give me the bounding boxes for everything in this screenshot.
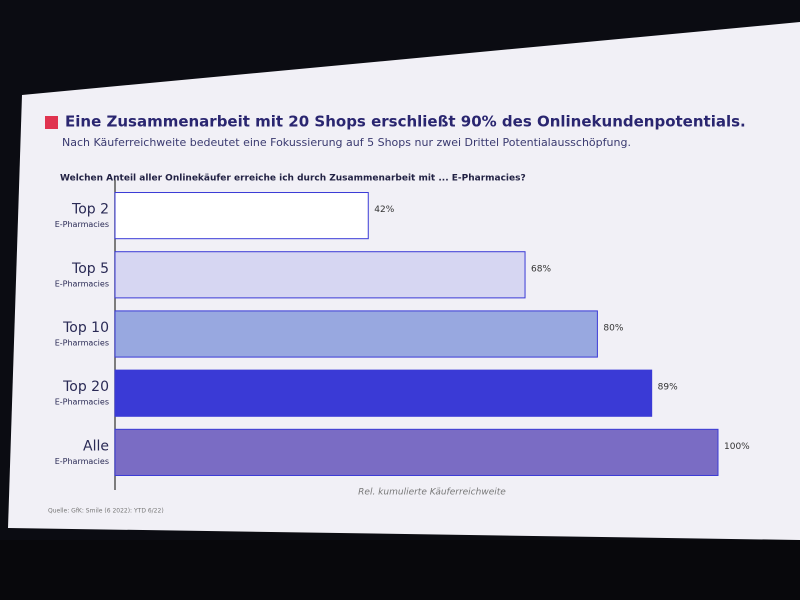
bar xyxy=(114,251,526,299)
bar xyxy=(114,310,598,358)
stage-floor xyxy=(0,540,800,600)
category-sublabel: E-Pharmacies xyxy=(55,398,109,407)
chart-title: Eine Zusammenarbeit mit 20 Shops erschli… xyxy=(65,113,746,131)
question: Welchen Anteil aller Onlinekäufer erreic… xyxy=(60,174,526,184)
category-sublabel: E-Pharmacies xyxy=(55,339,109,348)
title-marker xyxy=(45,116,58,129)
category-label: Top 10 xyxy=(62,320,109,336)
category-label: Top 5 xyxy=(71,261,109,277)
category-label: Top 20 xyxy=(62,379,109,395)
value-label: 68% xyxy=(531,264,551,274)
category-sublabel: E-Pharmacies xyxy=(55,457,109,466)
value-label: 80% xyxy=(603,324,623,334)
category-sublabel: E-Pharmacies xyxy=(55,279,109,288)
chart-subtitle: Nach Käuferreichweite bedeutet eine Foku… xyxy=(62,136,631,149)
bar xyxy=(114,428,719,476)
value-label: 100% xyxy=(724,442,750,452)
bar xyxy=(114,369,653,417)
category-sublabel: E-Pharmacies xyxy=(55,220,109,229)
value-label: 89% xyxy=(658,383,678,393)
category-label: Top 2 xyxy=(71,202,109,218)
x-axis-label: Rel. kumulierte Käuferreichweite xyxy=(358,488,506,498)
bar xyxy=(114,192,369,240)
value-label: 42% xyxy=(374,205,394,215)
category-label: Alle xyxy=(83,438,109,454)
source: Quelle: GfK: Smile (6 2022): YTD 6/22) xyxy=(48,508,164,515)
